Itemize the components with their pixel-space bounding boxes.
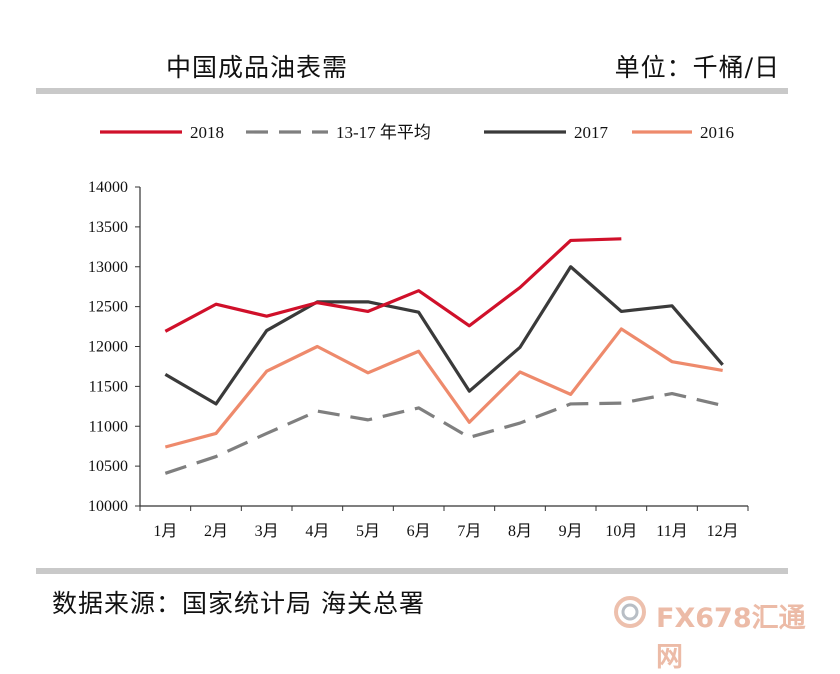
y-tick-label: 11500 <box>89 378 128 395</box>
x-tick-label: 9月 <box>559 523 583 540</box>
x-tick-label: 2月 <box>204 523 228 540</box>
x-tick-label: 12月 <box>707 523 739 540</box>
y-tick-label: 14000 <box>88 179 128 196</box>
y-tick-label: 12000 <box>88 339 128 356</box>
series-line-2016 <box>164 327 723 449</box>
line-chart: 2018 13-17 年平均 2017 2016 10000 10500 11000 115… <box>88 123 749 540</box>
x-tick-label: 6月 <box>407 523 431 540</box>
y-tick-label: 12500 <box>88 299 128 316</box>
legend-label-2016: 2016 <box>700 123 734 142</box>
x-tick-label: 11月 <box>656 523 687 540</box>
series-lines <box>164 237 724 475</box>
watermark-text: FX678汇通网 <box>656 603 806 673</box>
legend-label-13-17 年平均: 13-17 年平均 <box>336 123 431 142</box>
legend-label-2018: 2018 <box>190 123 224 142</box>
x-tick-label: 5月 <box>356 523 380 540</box>
y-tick-label: 13000 <box>88 259 128 276</box>
watermark-logo: FX678汇通网 <box>612 592 832 673</box>
y-tick-label: 10500 <box>88 458 128 475</box>
legend-label-2017: 2017 <box>574 123 609 142</box>
unit-label: 单位：千桶/日 <box>614 53 780 82</box>
x-tick-label: 3月 <box>255 523 279 540</box>
spiral-logo-icon <box>614 596 646 628</box>
bottom-divider <box>36 568 788 574</box>
data-source: 数据来源：国家统计局 海关总署 <box>52 589 425 618</box>
series-line-13-17 年平均 <box>164 391 724 475</box>
chart-header: 中国成品油表需 单位：千桶/日 <box>36 40 788 90</box>
y-tick-label: 10000 <box>88 498 128 515</box>
series-line-2017 <box>164 265 724 406</box>
legend: 2018 13-17 年平均 2017 2016 <box>100 123 734 142</box>
top-divider <box>36 88 788 94</box>
axes: 10000 10500 11000 11500 12000 12500 13000 13500… <box>88 179 749 540</box>
x-tick-label: 4月 <box>305 523 329 540</box>
y-tick-label: 11000 <box>89 418 128 435</box>
x-tick-label: 8月 <box>508 523 532 540</box>
x-tick-label: 10月 <box>605 523 637 540</box>
chart-title: 中国成品油表需 <box>166 53 349 82</box>
y-tick-label: 13500 <box>88 219 128 236</box>
series-line-2018 <box>164 237 622 333</box>
x-tick-label: 7月 <box>457 523 481 540</box>
x-tick-label: 1月 <box>153 523 177 540</box>
